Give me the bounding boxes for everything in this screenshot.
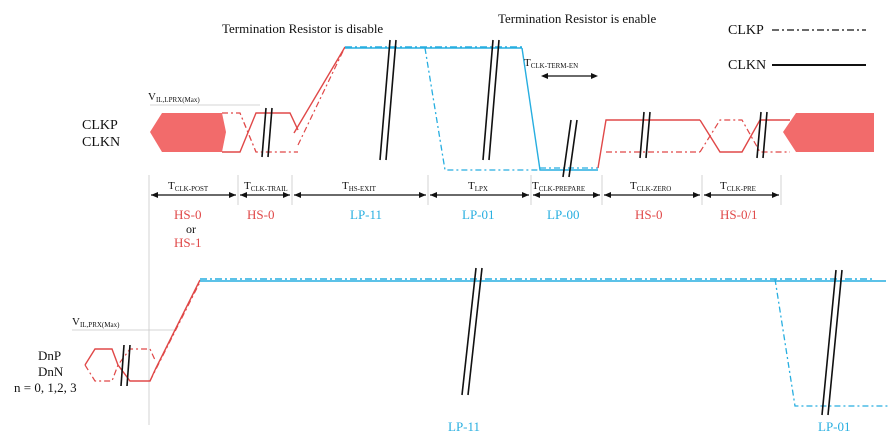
data-break-markers — [120, 267, 843, 416]
clkn-pre-waveform — [699, 119, 790, 153]
clock-hs-block-left — [150, 113, 226, 152]
t-clk-zero-label: TCLK-ZERO — [630, 180, 671, 193]
clkn-fall-lp00 — [521, 47, 598, 171]
legend: CLKP CLKN — [728, 23, 866, 73]
t-lpx-label: TLPX — [468, 180, 488, 193]
clkp-trail-waveform — [222, 112, 298, 153]
clkn-rise-hs0 — [597, 119, 700, 169]
data-state-lp11: LP-11 — [448, 419, 480, 434]
clock-break-markers — [261, 39, 768, 178]
clkp-lane-label: CLKP — [82, 118, 118, 133]
clk-term-en-arrowhead-left — [541, 73, 548, 79]
state-trail: HS-0 — [247, 207, 274, 222]
t-clk-trail-label: TCLK-TRAIL — [244, 180, 288, 193]
dnn-hs-waveform — [84, 348, 156, 382]
state-hs0-or-hs1-line2: or — [186, 222, 196, 236]
clk-term-en-label: TCLK-TERM-EN — [524, 57, 578, 70]
state-lpx: LP-01 — [462, 207, 495, 222]
timing-arrowheads — [151, 192, 779, 198]
legend-clkn-label: CLKN — [728, 58, 766, 73]
data-rise-to-lp11 — [154, 279, 201, 371]
state-hs0-or-hs1-line3: HS-1 — [174, 235, 201, 250]
state-exit: LP-11 — [350, 207, 382, 222]
dnp-hs-waveform — [84, 348, 156, 382]
dnp-lane-label: DnP — [38, 348, 61, 363]
data-lane: VIL,PRX(Max) DnP DnN n = 0, 1,2, 3 LP-11… — [14, 267, 888, 434]
clock-lane: CLKP CLKN VIL,LPRX(Max) — [82, 39, 874, 178]
state-hs0-or-hs1-line1: HS-0 — [174, 207, 201, 222]
legend-clkp-label: CLKP — [728, 23, 764, 38]
dnp-fall-lp01 — [774, 278, 888, 407]
state-pre: HS-0/1 — [720, 207, 758, 222]
clkn-trail-waveform — [222, 112, 299, 153]
t-clk-post-label: TCLK-POST — [168, 180, 209, 193]
clock-hs-block-right — [783, 113, 874, 152]
data-state-lp01: LP-01 — [818, 419, 851, 434]
termination-enable-label: Termination Resistor is enable — [498, 11, 657, 26]
lane-index-label: n = 0, 1,2, 3 — [14, 380, 77, 395]
phase-boundaries — [148, 175, 782, 425]
state-prepare: LP-00 — [547, 207, 580, 222]
termination-disable-label: Termination Resistor is disable — [222, 21, 383, 36]
state-zero: HS-0 — [635, 207, 662, 222]
clkp-pre-waveform — [699, 119, 790, 153]
clk-term-en-arrowhead-right — [591, 73, 598, 79]
clock-vil-threshold-label: VIL,LPRX(Max) — [148, 91, 200, 104]
clock-rise-to-lp11 — [293, 46, 346, 134]
data-rise-to-lp11-dashed — [149, 281, 201, 382]
dnn-lane-label: DnN — [38, 364, 64, 379]
t-hs-exit-label: THS-EXIT — [342, 180, 377, 193]
clkn-lane-label: CLKN — [82, 135, 120, 150]
t-clk-prepare-label: TCLK-PREPARE — [532, 180, 585, 193]
t-clk-pre-label: TCLK-PRE — [720, 180, 756, 193]
clkp-fall-lp01 — [424, 47, 540, 171]
clock-rise-to-lp11-dashed — [297, 46, 346, 146]
data-vil-threshold-label: VIL,PRX(Max) — [72, 316, 120, 329]
